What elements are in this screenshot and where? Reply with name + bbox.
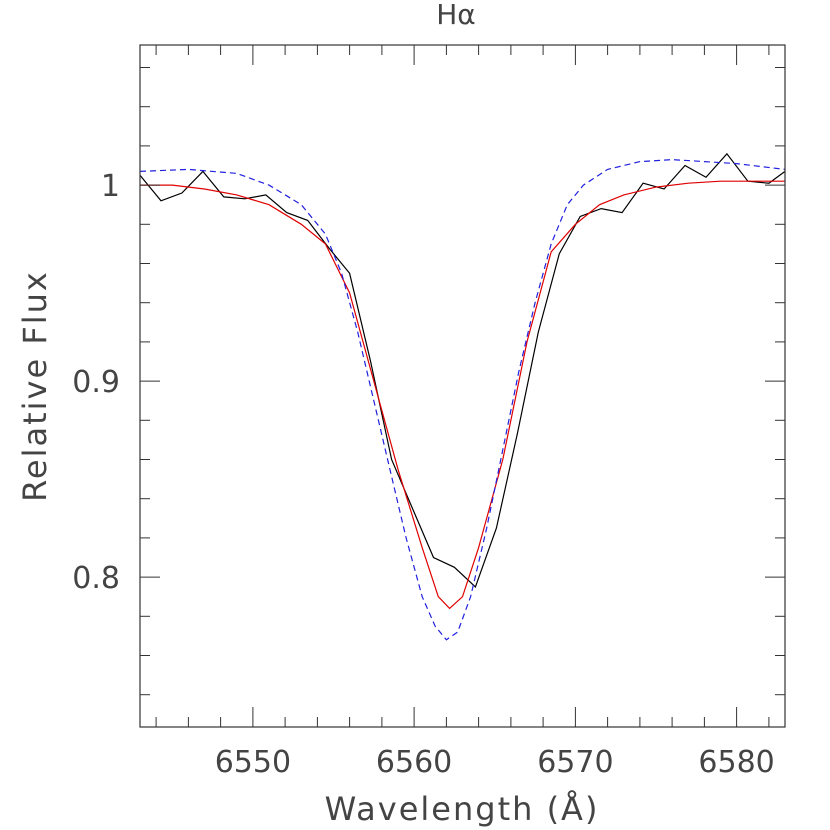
series-layer [139,152,786,641]
series-line-2 [140,180,785,610]
x-axis-label: Wavelength (Å) [325,790,600,828]
y-axis-ticks [140,67,785,696]
chart-title: Hα [436,0,476,31]
plot-frame [139,44,786,728]
y-tick-label-0: 0.8 [72,561,120,596]
series-line-1 [139,152,786,588]
series-line-3 [139,158,786,641]
y-axis-tick-labels: 0.8 0.9 1 [72,169,120,596]
x-tick-label-6550: 6550 [215,745,291,780]
y-axis-label: Relative Flux [16,270,54,502]
x-tick-label-6560: 6560 [376,745,452,780]
x-tick-label-6580: 6580 [698,745,774,780]
x-axis-ticks [155,45,770,727]
x-tick-label-6570: 6570 [537,745,613,780]
y-tick-label-1: 0.9 [72,365,120,400]
y-tick-label-2: 1 [101,169,120,204]
x-axis-tick-labels: 6550 6560 6570 6580 [215,745,775,780]
